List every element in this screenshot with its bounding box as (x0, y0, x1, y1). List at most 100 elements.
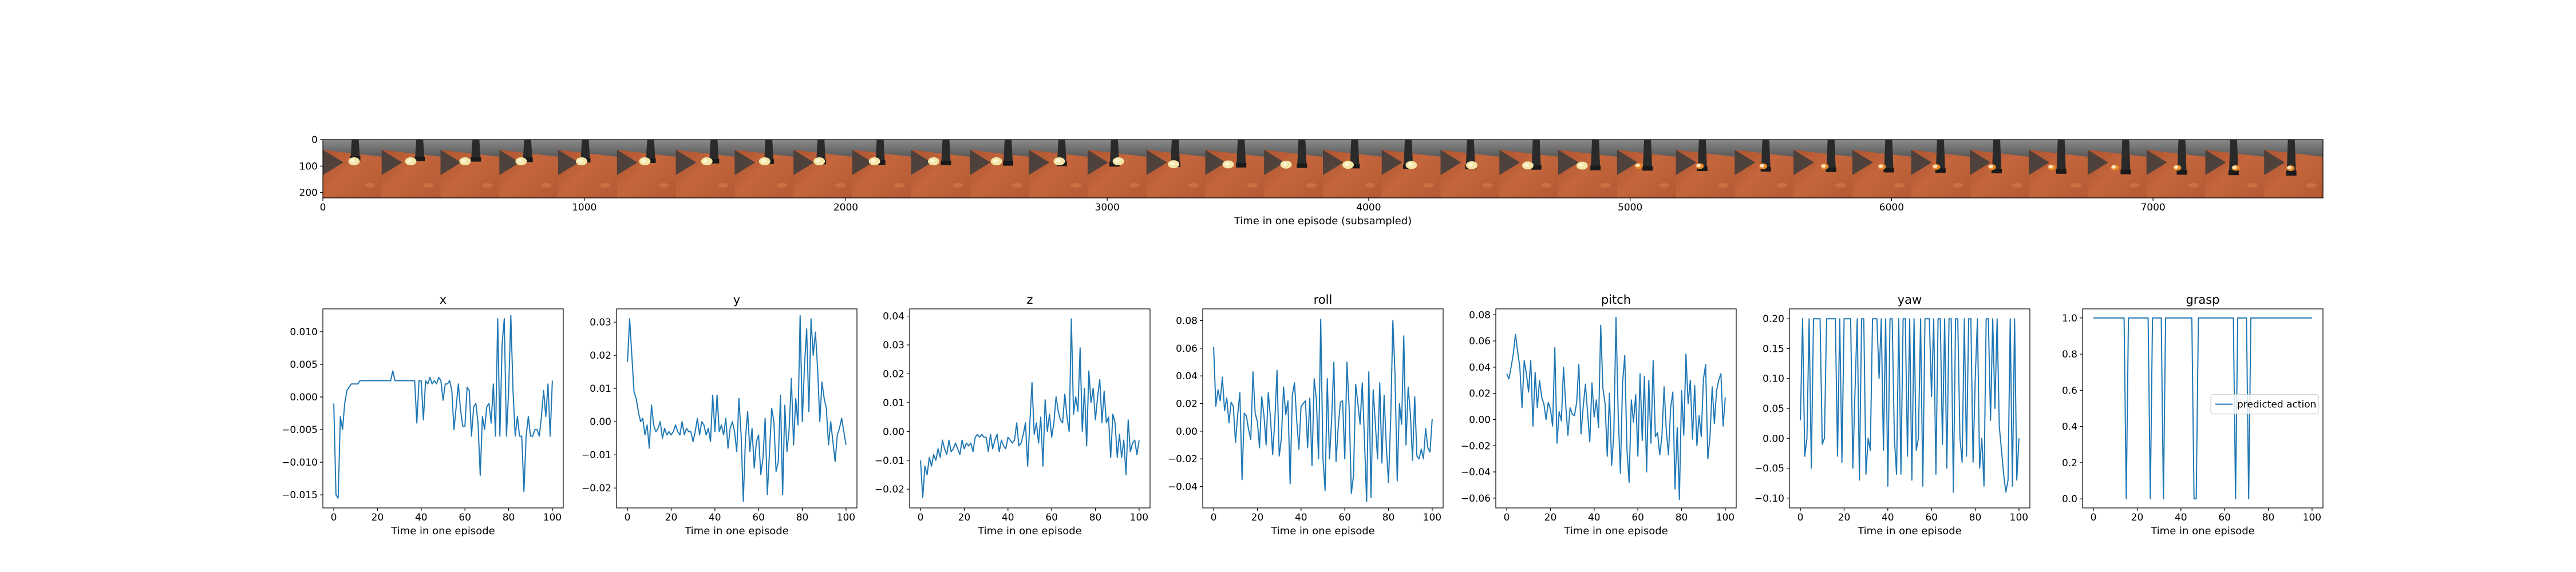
x-tick-label: 80 (1969, 512, 1982, 523)
y-tick-label: 0.02 (1469, 388, 1491, 400)
x-tick-label: 100 (2010, 512, 2028, 523)
y-tick-label: 0.8 (2062, 349, 2077, 360)
episode-frame (1911, 140, 1970, 198)
series-line (627, 315, 847, 502)
y-tick-label: −0.01 (875, 455, 904, 467)
x-ticks: 0 20 40 60 80 100 (918, 508, 1148, 523)
subplot-title: x (440, 293, 447, 307)
episode-frame (1499, 140, 1559, 198)
episode-frame (1793, 140, 1853, 198)
y-tick-label: 0 (311, 134, 318, 146)
x-tick-label: 60 (459, 512, 471, 523)
y-tick-label: 0.05 (1763, 403, 1784, 415)
strip-frame (322, 139, 2324, 198)
x-tick-label: 80 (1382, 512, 1395, 523)
episode-frame (1146, 140, 1206, 198)
series-line (1213, 319, 1433, 503)
episode-frame (2205, 140, 2265, 198)
legend: predicted action (2210, 394, 2319, 415)
episode-frame (1205, 140, 1265, 198)
strip-x-ticks: 0 1000 2000 3000 4000 5000 6000 7000 (320, 198, 2166, 213)
x-tick-label: 0 (2091, 512, 2097, 523)
x-tick-label: 100 (2303, 512, 2321, 523)
strip-x-axis-label: Time in one episode (subsampled) (1234, 215, 1412, 227)
x-tick-label: 60 (1631, 512, 1644, 523)
x-tick-label: 80 (503, 512, 515, 523)
x-ticks: 0 20 40 60 80 100 (1797, 508, 2028, 523)
frame-images (323, 140, 2323, 198)
y-ticks: −0.02 −0.01 0.00 0.01 0.02 0.03 (582, 317, 617, 494)
x-tick-label: 20 (665, 512, 678, 523)
x-tick-label: 2000 (833, 202, 858, 213)
y-tick-label: 0.08 (1176, 316, 1198, 327)
x-tick-label: 60 (2218, 512, 2231, 523)
episode-frame (1440, 140, 1500, 198)
y-tick-label: −0.02 (875, 484, 904, 495)
y-tick-label: 200 (299, 188, 318, 199)
episode-frame (381, 140, 441, 198)
y-tick-label: −0.04 (1461, 467, 1491, 478)
y-tick-label: 0.005 (290, 359, 318, 371)
x-tick-label: 60 (752, 512, 765, 523)
y-tick-label: −0.10 (1755, 493, 1784, 505)
strip-y-ticks: 0 100 200 (299, 134, 323, 199)
y-tick-label: −0.01 (582, 450, 611, 461)
y-tick-label: 0.02 (1176, 399, 1198, 410)
series-line (2093, 317, 2312, 500)
x-ticks: 0 20 40 60 80 100 (331, 508, 562, 523)
episode-frame (970, 140, 1029, 198)
x-axis-label: Time in one episode (1563, 525, 1668, 537)
y-tick-label: 100 (299, 161, 318, 172)
x-tick-label: 3000 (1095, 202, 1120, 213)
legend-box (2210, 394, 2319, 415)
episode-frame (1676, 140, 1735, 198)
subplot-y: 0 20 40 60 80 100 −0.02 −0.01 0.00 0.01 0.02 0.03 y T… (582, 293, 858, 537)
y-tick-label: 0.00 (883, 426, 904, 438)
legend-label: predicted action (2237, 399, 2316, 411)
y-tick-label: 0.03 (883, 340, 904, 351)
y-tick-label: −0.02 (582, 483, 611, 494)
episode-frame (1087, 140, 1147, 198)
y-tick-label: 0.4 (2062, 422, 2077, 433)
y-ticks: −0.06 −0.04 −0.02 0.00 0.02 0.04 0.06 0.08 (1461, 309, 1496, 505)
y-tick-label: 0.02 (883, 368, 904, 380)
x-tick-label: 0 (1504, 512, 1510, 523)
episode-frame (617, 140, 677, 198)
y-tick-label: −0.02 (1461, 440, 1491, 452)
x-tick-label: 100 (1716, 512, 1735, 523)
x-tick-label: 20 (1544, 512, 1557, 523)
x-tick-label: 20 (1251, 512, 1264, 523)
subplot-title: y (733, 293, 740, 307)
episode-frame (2087, 140, 2147, 198)
episode-frame (1264, 140, 1323, 198)
x-tick-label: 0 (625, 512, 631, 523)
y-tick-label: 0.03 (590, 317, 611, 328)
y-tick-label: 0.04 (1176, 371, 1198, 382)
y-tick-label: −0.02 (1168, 454, 1198, 465)
y-tick-label: 0.2 (2062, 458, 2077, 469)
x-tick-label: 40 (2175, 512, 2187, 523)
x-tick-label: 1000 (572, 202, 596, 213)
y-tick-label: 0.15 (1763, 343, 1784, 355)
series-line (1506, 316, 1726, 500)
x-tick-label: 7000 (2140, 202, 2165, 213)
x-tick-label: 60 (1045, 512, 1058, 523)
y-tick-label: 0.06 (1469, 336, 1491, 347)
x-tick-label: 60 (1925, 512, 1938, 523)
x-tick-label: 0 (331, 512, 337, 523)
subplot-x: 0 20 40 60 80 100 −0.015 −0.010 −0.005 0.000 0.005… (282, 293, 564, 537)
axes-frame (322, 308, 564, 509)
episode-frame (1617, 140, 1677, 198)
series-line (920, 318, 1140, 499)
subplot-z: 0 20 40 60 80 100 −0.02 −0.01 0.00 0.01 0.02 0.03 0.… (875, 293, 1151, 537)
x-tick-label: 100 (1423, 512, 1441, 523)
episode-frame (1029, 140, 1088, 198)
episode-frame (1323, 140, 1382, 198)
episode-frame (1970, 140, 2029, 198)
y-tick-label: −0.005 (282, 424, 318, 436)
x-tick-label: 0 (918, 512, 924, 523)
episode-frame (793, 140, 853, 198)
subplots: 0 20 40 60 80 100−0.015−0.010−0.0050.0000.005… (282, 293, 2324, 537)
x-ticks: 0 20 40 60 80 100 (2091, 508, 2321, 523)
filmstrip-panel: 0 1000 2000 3000 4000 5000 6000 7000 0 100 200 Time… (299, 134, 2324, 227)
